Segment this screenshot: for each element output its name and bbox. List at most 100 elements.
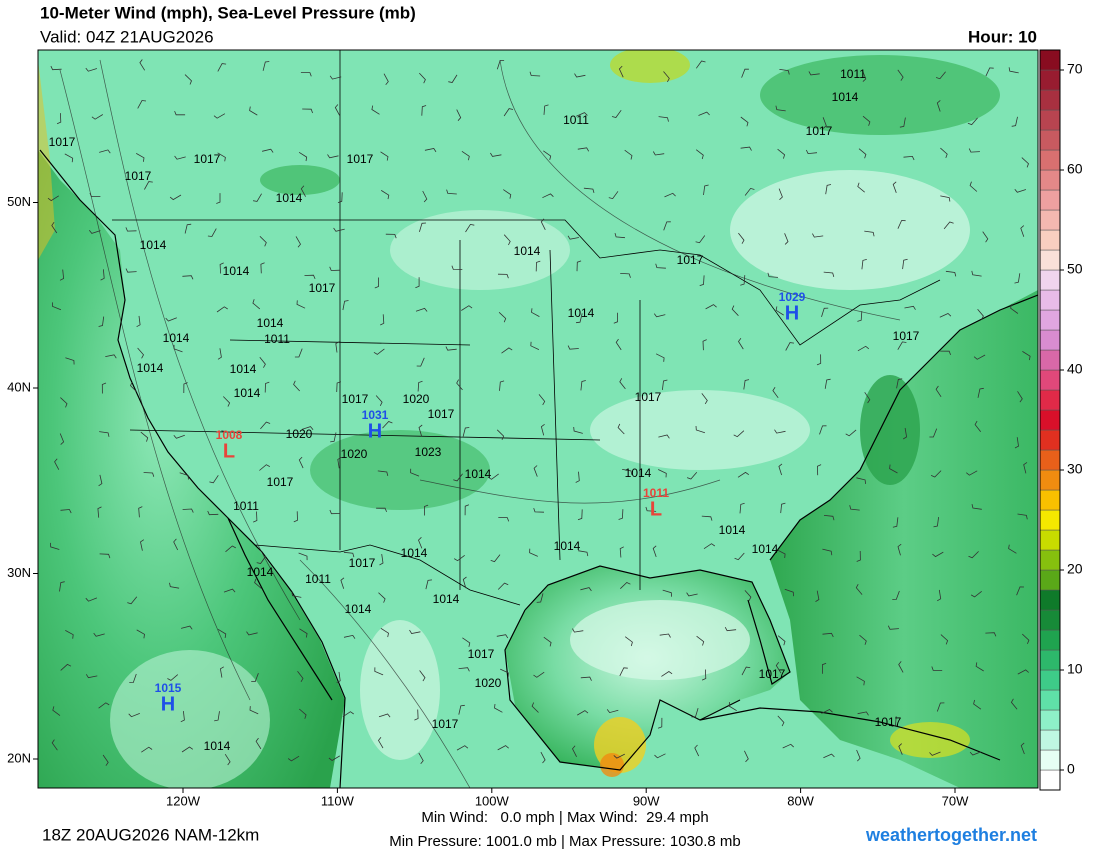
- wind-barb: [219, 262, 224, 274]
- colorbar-cell: [1039, 469, 1061, 491]
- wind-barb: [892, 517, 899, 528]
- wind-barb: [1014, 437, 1019, 449]
- wind-barb: [572, 745, 577, 757]
- isobar-label: 1014: [223, 264, 250, 278]
- wind-barb: [823, 515, 835, 521]
- isobar-label: 1014: [465, 467, 492, 481]
- wind-barb: [606, 709, 619, 714]
- wind-barb: [456, 109, 462, 121]
- wind-barb: [337, 457, 342, 469]
- wind-barb: [298, 456, 304, 469]
- wind-barb: [85, 67, 98, 72]
- wind-barb: [940, 147, 948, 159]
- isobar-label: 1017: [759, 667, 786, 681]
- wind-barb: [209, 475, 219, 484]
- wind-barb: [216, 306, 228, 313]
- wind-barb: [136, 315, 141, 328]
- wind-barb: [864, 230, 875, 237]
- wind-barb: [657, 717, 663, 729]
- colorbar-cell: [1039, 209, 1061, 231]
- isobar-label: 1014: [230, 362, 257, 376]
- isobar-label: 1020: [286, 427, 313, 441]
- lon-label: 80W: [787, 793, 814, 808]
- colorbar-cell: [1039, 709, 1061, 731]
- isobar-label: 1014: [719, 523, 746, 537]
- wind-barb: [52, 302, 62, 311]
- center-value: 1011: [643, 486, 669, 500]
- wind-barb: [611, 109, 622, 118]
- wind-barb: [128, 713, 140, 718]
- colorbar-label: 0: [1067, 761, 1075, 777]
- wind-barb: [531, 702, 539, 713]
- isobar-label: 1014: [257, 316, 284, 330]
- colorbar-cell: [1039, 169, 1061, 191]
- wind-barb: [262, 61, 270, 71]
- site-link[interactable]: weathertogether.net: [865, 825, 1037, 845]
- wind-barb: [699, 275, 705, 286]
- wind-barb: [300, 72, 312, 77]
- wind-barb: [130, 381, 138, 393]
- colorbar-cell: [1039, 289, 1061, 311]
- wind-barb: [462, 576, 467, 589]
- wind-barb: [971, 270, 982, 277]
- wind-barb: [531, 308, 540, 317]
- wind-barb: [424, 148, 437, 153]
- colorbar-cell: [1039, 349, 1061, 371]
- wind-barb: [567, 345, 579, 350]
- wind-barb: [744, 750, 749, 763]
- wind-barb: [181, 746, 194, 753]
- valid-time: Valid: 04Z 21AUG2026: [40, 27, 214, 46]
- calm-area: [390, 210, 570, 290]
- wind-barb: [724, 627, 737, 632]
- wind-barb: [822, 632, 834, 638]
- wind-barb: [498, 312, 507, 323]
- wind-barb: [419, 72, 426, 84]
- wind-barb: [696, 635, 705, 646]
- wind-barb: [779, 69, 790, 75]
- wind-barb: [445, 346, 457, 351]
- wind-barb: [298, 552, 308, 561]
- wind-barb: [143, 472, 155, 477]
- colorbar-cell: [1039, 549, 1061, 571]
- wind-barb: [772, 386, 779, 399]
- wind-barb: [540, 423, 545, 436]
- wind-barb: [100, 269, 105, 281]
- title: 10-Meter Wind (mph), Sea-Level Pressure …: [40, 3, 416, 22]
- colorbar-cell: [1039, 149, 1061, 171]
- wind-barbs: [47, 59, 1031, 766]
- wind-barb: [249, 706, 259, 715]
- wind-barb: [500, 668, 509, 677]
- wind-barb: [462, 637, 471, 647]
- speed-max: [600, 753, 624, 777]
- wind-barb: [967, 117, 978, 126]
- wind-barb: [293, 380, 300, 392]
- colorbar-cell: [1039, 189, 1061, 211]
- wind-barb: [1011, 116, 1018, 127]
- wind-barb: [1014, 273, 1021, 284]
- wind-barb: [1017, 391, 1023, 403]
- wind-barb: [738, 338, 744, 350]
- wind-barb: [410, 468, 420, 477]
- isobar-label: 1023: [415, 445, 442, 459]
- coastline: [227, 517, 333, 701]
- wind-barb: [618, 509, 624, 520]
- wind-barb: [936, 100, 941, 112]
- wind-barb: [89, 192, 101, 198]
- wind-barb: [619, 667, 628, 677]
- wind-barb: [464, 504, 470, 516]
- wind-barb: [741, 666, 751, 676]
- wind-barb: [812, 233, 824, 238]
- calm-area: [730, 170, 970, 290]
- wind-barb: [336, 381, 342, 393]
- isobar-label: 1017: [267, 475, 294, 489]
- wind-barb: [54, 458, 60, 470]
- isobar-label: 1014: [247, 565, 274, 579]
- wind-barb: [703, 543, 716, 550]
- wind-barb: [576, 260, 582, 272]
- wind-barb: [451, 265, 463, 270]
- wind-barb: [414, 709, 419, 721]
- wind-barb: [343, 634, 356, 639]
- isobar-label: 1017: [432, 717, 459, 731]
- wind-barb: [494, 703, 503, 713]
- colorbar-cell: [1039, 89, 1061, 111]
